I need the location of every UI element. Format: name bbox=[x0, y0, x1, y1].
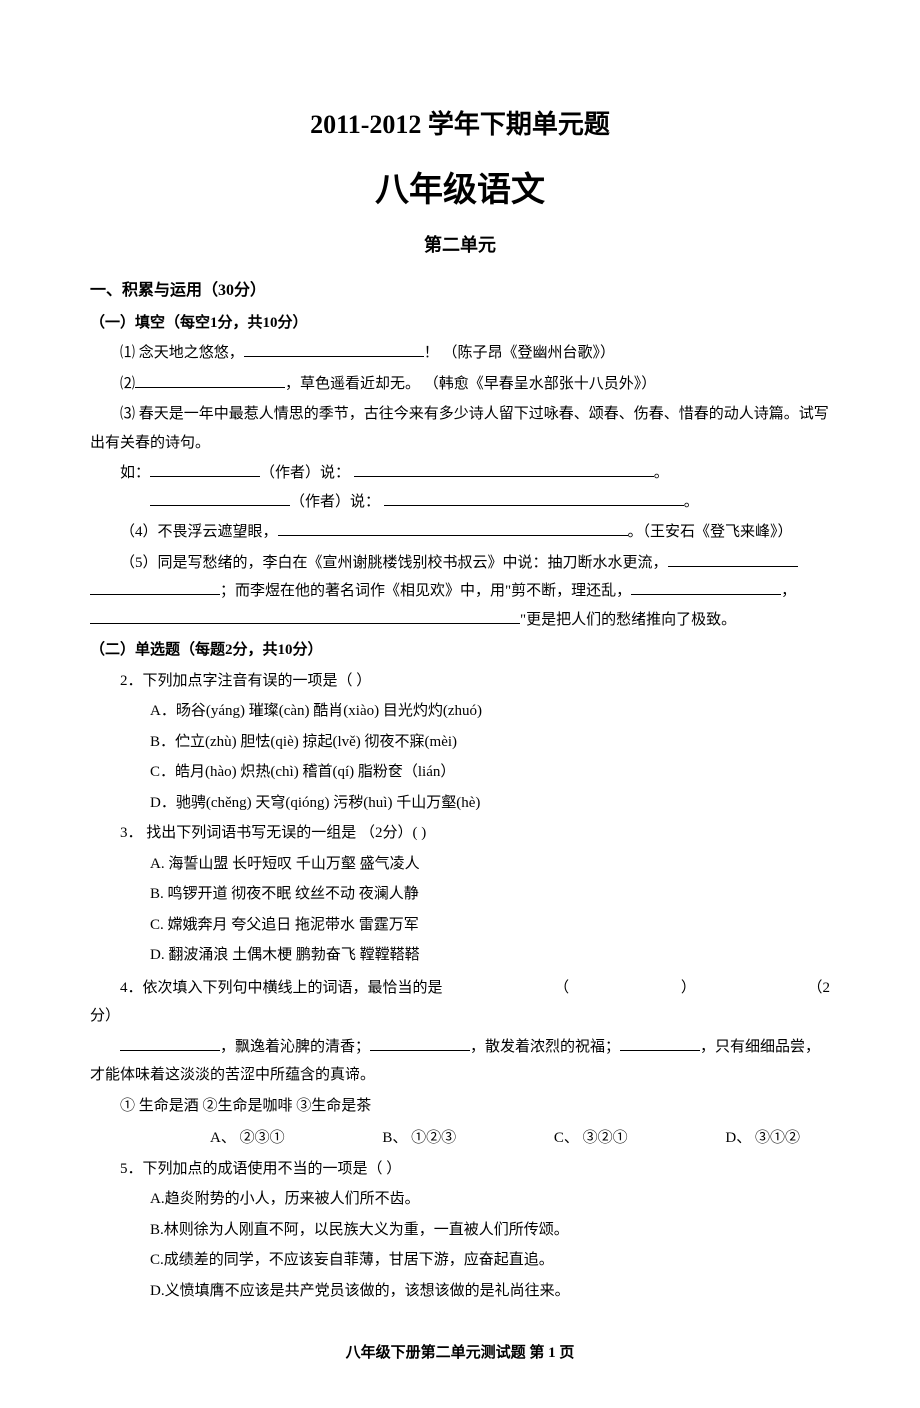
q1-4-text: （4）不畏浮云遮望眼， bbox=[120, 524, 278, 540]
q1-1-end: ！ （陈子昂《登幽州台歌》） bbox=[424, 345, 615, 361]
blank bbox=[90, 579, 220, 596]
blank bbox=[244, 341, 424, 358]
question-1-5-line3: "更是把人们的愁绪推向了极致。 bbox=[90, 606, 830, 635]
q1-5a-text: （5）同是写愁绪的，李白在《宣州谢朓楼饯别校书叔云》中说：抽刀断水水更流， bbox=[120, 555, 668, 571]
section-1-heading: 一、积累与运用（30分） bbox=[90, 276, 830, 306]
blank bbox=[620, 1034, 700, 1051]
blank bbox=[135, 371, 285, 388]
q1-3-prefix: 如： bbox=[120, 465, 150, 481]
q1-1-text: ⑴ 念天地之悠悠， bbox=[120, 345, 244, 361]
q4-body2: ，散发着浓烈的祝福； bbox=[470, 1039, 620, 1055]
q4-body3: ，只有细细品尝， bbox=[700, 1039, 820, 1055]
q1-5b-text: ；而李煜在他的著名词作《相见欢》中，用"剪不断，理还乱， bbox=[220, 583, 631, 599]
q3-choice-d: D. 翻波涌浪 土偶木梗 鹏勃奋飞 鞺鞺鞳鞳 bbox=[90, 941, 830, 970]
title-unit: 第二单元 bbox=[90, 228, 830, 262]
question-1-3-line2: （作者）说： 。 bbox=[90, 488, 830, 517]
question-1-3-line1: 如： （作者）说： 。 bbox=[90, 459, 830, 488]
q1-3-end2: 。 bbox=[684, 494, 699, 510]
blank bbox=[370, 1034, 470, 1051]
question-4-opts: ① 生命是酒 ②生命是咖啡 ③生命是茶 bbox=[90, 1092, 830, 1121]
q4-points: （2 bbox=[777, 974, 830, 1003]
q2-choice-b: B．伫立(zhù) 胆怯(qiè) 掠起(lvě) 彻夜不寐(mèi) bbox=[90, 728, 830, 757]
q4-choice-a: A、 ②③① bbox=[210, 1124, 285, 1153]
q5-choice-b: B.林则徐为人刚直不阿，以民族大义为重，一直被人们所传颂。 bbox=[90, 1216, 830, 1245]
title-sub: 八年级语文 bbox=[90, 159, 830, 224]
q1-3-end: 。 bbox=[654, 465, 669, 481]
question-1-3: ⑶ 春天是一年中最惹人情思的季节，古往今来有多少诗人留下过咏春、颂春、伤春、惜春… bbox=[90, 400, 830, 457]
question-4-choices: A、 ②③① B、 ①②③ C、 ③②① D、 ③①② bbox=[90, 1124, 830, 1153]
page-footer: 八年级下册第二单元测试题 第 1 页 bbox=[90, 1339, 830, 1368]
q4-paren-l: （ bbox=[524, 974, 569, 1003]
blank bbox=[631, 579, 781, 596]
blank bbox=[150, 461, 260, 478]
blank bbox=[90, 607, 520, 624]
q2-choice-a: A．旸谷(yáng) 璀璨(càn) 酷肖(xiào) 目光灼灼(zhuó) bbox=[90, 697, 830, 726]
q1-3-author: （作者）说： bbox=[260, 465, 350, 481]
question-1-5-line2: ；而李煜在他的著名词作《相见欢》中，用"剪不断，理还乱， ， bbox=[90, 577, 830, 606]
q4-points-2: 分） bbox=[90, 1002, 830, 1031]
q5-choice-a: A.趋炎附势的小人，历来被人们所不齿。 bbox=[90, 1185, 830, 1214]
q4-body1: ，飘逸着沁脾的清香； bbox=[220, 1039, 370, 1055]
q2-choice-c: C．皓月(hào) 炽热(chì) 稽首(qí) 脂粉奁（lián） bbox=[90, 758, 830, 787]
q1-5-end: "更是把人们的愁绪推向了极致。 bbox=[520, 612, 736, 628]
blank bbox=[120, 1034, 220, 1051]
q4-choice-c: C、 ③②① bbox=[554, 1124, 628, 1153]
blank bbox=[668, 550, 798, 567]
q3-choice-a: A. 海誓山盟 长吁短叹 千山万壑 盛气凌人 bbox=[90, 850, 830, 879]
question-4-body: ，飘逸着沁脾的清香； ，散发着浓烈的祝福； ，只有细细品尝， bbox=[90, 1033, 830, 1062]
q1-5-comma: ， bbox=[781, 583, 796, 599]
q1-2-end: ，草色遥看近却无。 （韩愈《早春呈水部张十八员外》） bbox=[285, 376, 656, 392]
blank bbox=[354, 461, 654, 478]
subsection-2-heading: （二）单选题（每题2分，共10分） bbox=[90, 636, 830, 665]
q2-choice-d: D．驰骋(chěng) 天穹(qióng) 污秽(huì) 千山万壑(hè) bbox=[90, 789, 830, 818]
q4-choice-b: B、 ①②③ bbox=[382, 1124, 456, 1153]
q1-4-end: 。（王安石《登飞来峰》） bbox=[628, 524, 793, 540]
q4-text: 4．依次填入下列句中横线上的词语，最恰当的是 bbox=[90, 974, 443, 1003]
q5-choice-c: C.成绩差的同学，不应该妄自菲薄，甘居下游，应奋起直追。 bbox=[90, 1246, 830, 1275]
blank bbox=[384, 489, 684, 506]
q1-3-author2: （作者）说： bbox=[290, 494, 380, 510]
q1-2-text: ⑵ bbox=[120, 376, 135, 392]
question-1-4: （4）不畏浮云遮望眼， 。（王安石《登飞来峰》） bbox=[90, 518, 830, 547]
q5-choice-d: D.义愤填膺不应该是共产党员该做的，该想该做的是礼尚往来。 bbox=[90, 1277, 830, 1306]
q4-paren-r: ） bbox=[651, 974, 696, 1003]
question-1-1: ⑴ 念天地之悠悠， ！ （陈子昂《登幽州台歌》） bbox=[90, 339, 830, 368]
title-main: 2011-2012 学年下期单元题 bbox=[90, 100, 830, 149]
q3-choice-c: C. 嫦娥奔月 夸父追日 拖泥带水 雷霆万军 bbox=[90, 911, 830, 940]
question-1-5-line1: （5）同是写愁绪的，李白在《宣州谢朓楼饯别校书叔云》中说：抽刀断水水更流， bbox=[90, 549, 830, 578]
blank bbox=[278, 520, 628, 537]
question-1-2: ⑵ ，草色遥看近却无。 （韩愈《早春呈水部张十八员外》） bbox=[90, 370, 830, 399]
blank bbox=[150, 489, 290, 506]
question-2: 2．下列加点字注音有误的一项是（ ） bbox=[90, 667, 830, 696]
question-5: 5．下列加点的成语使用不当的一项是（ ） bbox=[90, 1155, 830, 1184]
subsection-1-heading: （一）填空（每空1分，共10分） bbox=[90, 309, 830, 338]
question-4-body-end: 才能体味着这淡淡的苦涩中所蕴含的真谛。 bbox=[90, 1061, 830, 1090]
q4-choice-d: D、 ③①② bbox=[725, 1124, 800, 1153]
question-4-header: 4．依次填入下列句中横线上的词语，最恰当的是 （ ） （2 bbox=[90, 974, 830, 1003]
question-3: 3． 找出下列词语书写无误的一组是 （2分）( ) bbox=[90, 819, 830, 848]
q3-choice-b: B. 鸣锣开道 彻夜不眠 纹丝不动 夜澜人静 bbox=[90, 880, 830, 909]
